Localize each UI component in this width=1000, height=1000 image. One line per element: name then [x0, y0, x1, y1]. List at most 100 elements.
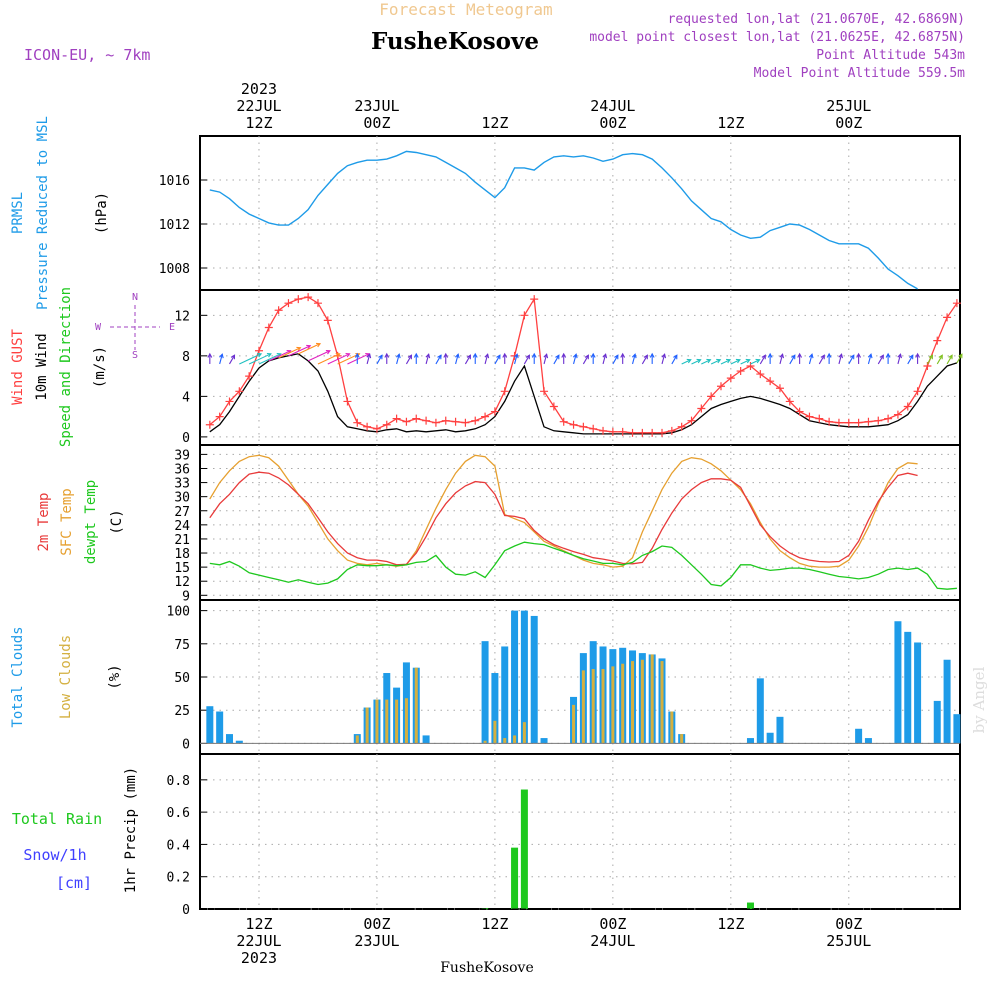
wind-gust-marker	[913, 387, 922, 396]
time-label-bottom: 00Z	[835, 915, 862, 933]
wind-direction-arrowhead	[555, 354, 560, 360]
wind-direction-arrowhead	[915, 352, 920, 358]
wind-direction-arrowhead	[716, 358, 722, 364]
time-label-top: 22JUL	[236, 97, 281, 115]
wind-direction-arrowhead	[879, 354, 884, 360]
compass-west: W	[95, 322, 102, 333]
wind-direction-arrow	[337, 353, 360, 365]
wind-gust-marker	[599, 426, 608, 435]
wind-direction-arrow	[317, 353, 340, 365]
wind-direction-arrowhead	[496, 354, 501, 360]
total-clouds-bar	[943, 659, 951, 744]
wind-gust-marker	[785, 397, 794, 406]
wind-direction-arrowhead	[838, 353, 844, 359]
total-clouds-bar	[540, 738, 548, 744]
wind-direction-arrowhead	[219, 353, 224, 359]
wind-gust-marker	[382, 420, 391, 429]
time-label-top: 23JUL	[354, 97, 399, 115]
compass-south: S	[132, 350, 138, 361]
wind-direction-arrowhead	[826, 352, 832, 358]
wind-gust-marker	[530, 295, 539, 304]
wind-direction-arrow	[239, 353, 262, 365]
wind-direction-arrowhead	[296, 346, 302, 352]
wind-direction-arrow	[327, 353, 350, 365]
y-tick-label: 100	[167, 605, 190, 620]
total-clouds-bar	[216, 711, 224, 744]
wind-gust-marker	[736, 367, 745, 376]
wind-direction-arrowhead	[928, 354, 933, 360]
y-tick-label: 12	[174, 575, 190, 590]
wind-gust-marker	[304, 293, 313, 302]
y-tick-label: 21	[174, 533, 190, 548]
wind-gust-marker	[402, 417, 411, 426]
wind-gust-marker	[667, 426, 676, 435]
total-clouds-bar	[491, 673, 499, 744]
wind-direction-arrow	[701, 359, 711, 365]
time-label-bottom: 00Z	[599, 915, 626, 933]
time-label-bottom: 12Z	[245, 915, 272, 933]
wind-direction-arrowhead	[572, 353, 578, 359]
pressure-title: PRMSL	[10, 192, 26, 234]
wind-direction-arrowhead	[661, 353, 667, 359]
wind-gust-marker	[323, 316, 332, 325]
rain-bar	[511, 847, 519, 909]
wind-direction-arrow	[347, 353, 370, 365]
wind-gust-marker	[245, 372, 254, 381]
y-tick-label: 9	[182, 589, 190, 604]
total-clouds-bar	[530, 615, 538, 744]
wind-direction-arrowhead	[502, 352, 508, 358]
wind-direction-arrow	[740, 359, 750, 365]
low-clouds-bar	[611, 666, 615, 744]
wind-dir-title: Speed and Direction	[58, 287, 74, 447]
low-clouds-bar	[631, 661, 635, 744]
y-tick-label: 36	[174, 462, 190, 477]
wind-direction-arrow	[681, 359, 691, 365]
wind-direction-arrow	[229, 355, 235, 365]
wind-gust-marker	[520, 311, 529, 320]
wind-direction-arrow	[936, 355, 943, 365]
wind-direction-arrow	[877, 355, 884, 365]
wind-direction-arrow	[759, 355, 766, 365]
wind-direction-arrowhead	[820, 354, 825, 360]
wind-gust-marker	[864, 417, 873, 426]
marks-layer	[200, 150, 963, 910]
wind-gust-marker	[893, 410, 902, 419]
wind-direction-arrow	[425, 354, 430, 365]
wind-gust-marker	[205, 420, 214, 429]
wind-gust-marker	[687, 416, 696, 425]
total-clouds-bar	[864, 738, 872, 744]
y-tick-label: 0.2	[167, 871, 190, 886]
y-tick-label: 0	[182, 737, 190, 752]
total-clouds-bar	[933, 700, 941, 744]
low-clouds-bar	[650, 654, 654, 744]
wind-direction-arrow	[661, 354, 666, 365]
total-clouds-bar	[511, 610, 519, 744]
sfc-temp-title: SFC Temp	[59, 488, 75, 555]
wind-direction-arrow	[641, 355, 648, 365]
wind-gust-marker	[441, 416, 450, 425]
wind-direction-arrowhead	[325, 349, 331, 355]
wind-gust-marker	[825, 417, 834, 426]
low-clouds-bar	[503, 738, 507, 744]
panel-precip-frame	[199, 753, 961, 910]
y-tick-label: 1012	[159, 218, 190, 233]
wind-direction-arrowhead	[455, 353, 460, 359]
wind-direction-arrowhead	[767, 352, 773, 358]
wind-gust-marker	[608, 427, 617, 436]
wind-gust-marker	[707, 392, 716, 401]
y-tick-label: 0.8	[167, 774, 190, 789]
wind-direction-arrowhead	[779, 353, 785, 359]
wind-gust-marker	[756, 370, 765, 379]
wind-direction-arrowhead	[378, 354, 383, 360]
wind-gust-marker	[766, 377, 775, 386]
wind-direction-arrowhead	[735, 358, 741, 364]
wind-direction-arrowhead	[413, 352, 419, 358]
wind-direction-arrowhead	[643, 354, 648, 360]
wind-gust-marker	[490, 407, 499, 416]
y-tick-label: 12	[174, 309, 190, 324]
wind-gust-marker	[697, 404, 706, 413]
model-name: ICON-EU, ~ 7km	[24, 46, 150, 64]
product-title: Forecast Meteogram	[379, 0, 552, 19]
wind-direction-arrow	[514, 354, 518, 365]
